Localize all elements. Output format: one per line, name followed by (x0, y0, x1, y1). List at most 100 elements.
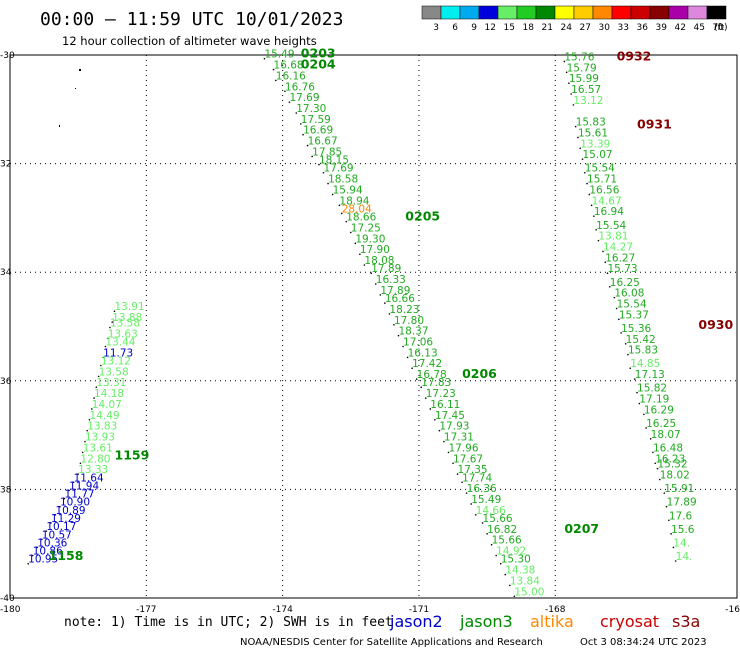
track-point (452, 462, 454, 465)
swh-label: 13.88 (112, 312, 142, 324)
island-speck (79, 69, 81, 71)
track-point (397, 334, 400, 337)
color-swatch (649, 5, 670, 20)
track-point (633, 378, 636, 380)
y-tick-label: 32 (0, 160, 11, 170)
track-point (593, 215, 595, 217)
track-point (406, 356, 409, 359)
track-point (486, 533, 488, 535)
track-point (654, 462, 657, 465)
y-tick-label: 36 (0, 377, 12, 387)
swh-label: 15.30 (501, 554, 531, 566)
swh-label: 15.99 (569, 73, 599, 85)
swh-label: 16.36 (467, 483, 497, 495)
time-label: 0931 (637, 116, 672, 131)
swh-label: 15.37 (619, 309, 649, 321)
track-point (288, 101, 291, 103)
swh-label: 17.31 (444, 432, 474, 444)
chart-title: 00:00 – 11:59 UTC 10/01/2023 (40, 9, 343, 30)
swh-label: 17.25 (351, 222, 381, 234)
track-point (568, 82, 570, 84)
color-scale-label: 21 (542, 23, 553, 33)
swh-label: 17.13 (635, 369, 665, 381)
swh-label: 17.89 (371, 263, 401, 275)
footer-credit: NOAA/NESDIS Center for Satellite Applica… (240, 637, 543, 648)
time-label: 0930 (698, 317, 733, 332)
swh-label: 14. (676, 551, 693, 563)
island-marks (59, 69, 81, 127)
track-point (613, 296, 616, 299)
swh-label: 13.58 (99, 366, 129, 378)
swh-label: 17.89 (380, 285, 410, 297)
swh-label: 10.95 (28, 554, 58, 566)
color-scale-label: 12 (485, 23, 496, 33)
track-point (72, 481, 75, 484)
track-point (663, 492, 666, 494)
time-label: 1159 (115, 448, 150, 463)
swh-label: 15.83 (576, 117, 606, 129)
track-point (586, 182, 588, 185)
color-swatch (554, 5, 575, 20)
track-point (295, 112, 298, 114)
time-label: 0206 (462, 366, 497, 381)
track-point (393, 323, 395, 326)
swh-label: 16.76 (285, 81, 315, 93)
track-point (597, 239, 600, 242)
track-point (68, 489, 70, 492)
swh-label: 28.04 (342, 203, 372, 215)
track-point (672, 546, 675, 549)
swh-label: 13.93 (85, 432, 115, 444)
x-tick-label: -168 (545, 605, 566, 615)
track-point (86, 429, 89, 432)
track-point (302, 133, 304, 136)
swh-label: 15.61 (578, 127, 608, 139)
swh-label: 16.25 (646, 418, 676, 430)
color-swatch (573, 5, 594, 20)
track-point (495, 554, 497, 557)
time-label: 0205 (405, 209, 440, 224)
color-scale-label: 15 (504, 23, 515, 33)
track-point (652, 451, 654, 454)
track-point (618, 318, 620, 321)
swh-label: 15.94 (333, 184, 363, 196)
swh-label: 17.06 (403, 337, 433, 349)
track-point (579, 147, 582, 150)
swh-label: 11.94 (69, 480, 99, 492)
color-scale-label: 9 (471, 23, 477, 33)
swh-label: 18.94 (339, 195, 369, 207)
track-point (438, 429, 441, 432)
swh-label: 17.6 (669, 510, 693, 522)
track-point (363, 264, 366, 266)
swh-label: 14.18 (94, 388, 124, 400)
swh-label: 16.67 (308, 136, 338, 148)
track-point (643, 413, 645, 416)
track-point (359, 253, 361, 255)
track-point (624, 342, 627, 345)
swh-label: 17.93 (439, 421, 469, 433)
track-point (581, 158, 584, 160)
color-scale-label: 6 (452, 23, 458, 33)
satellite-legend-item: jason3 (459, 612, 513, 631)
swh-label: 18.02 (660, 470, 690, 482)
swh-label: 17.90 (360, 244, 390, 256)
track-point (572, 104, 575, 106)
track-point (379, 294, 382, 296)
time-label: 0207 (564, 521, 599, 536)
swh-label: 13.61 (83, 442, 113, 454)
track-point (97, 375, 100, 378)
track-point (670, 533, 672, 535)
track-point (461, 481, 463, 484)
color-scale-label: 30 (599, 23, 611, 33)
swh-label: 17.23 (426, 388, 456, 400)
time-label: 1158 (49, 548, 84, 563)
track-point (645, 427, 647, 429)
track-point (374, 283, 377, 285)
y-tick-label: 38 (0, 485, 12, 495)
track-point (54, 514, 57, 516)
swh-label: 18.58 (328, 174, 358, 186)
track-point (79, 462, 82, 465)
swh-label: 16.48 (653, 442, 683, 454)
grid-lines (10, 55, 737, 598)
swh-label: 11.64 (74, 472, 104, 484)
track-point (504, 573, 507, 576)
